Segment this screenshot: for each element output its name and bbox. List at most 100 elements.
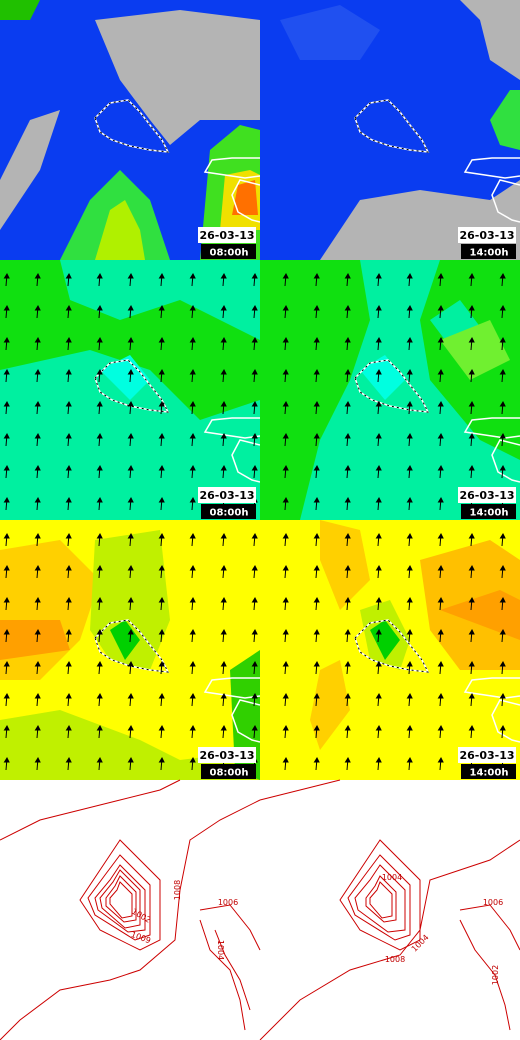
arrow-head bbox=[158, 692, 165, 699]
arrow-head bbox=[437, 596, 444, 603]
arrow-head bbox=[344, 496, 351, 503]
arrow-head bbox=[127, 628, 134, 635]
arrow-head bbox=[220, 400, 227, 407]
arrow-head bbox=[220, 532, 227, 539]
arrow-head bbox=[65, 304, 72, 311]
arrow-head bbox=[375, 756, 382, 763]
arrow-head bbox=[313, 564, 320, 571]
arrow-head bbox=[406, 692, 413, 699]
arrow-head bbox=[344, 400, 351, 407]
arrow-head bbox=[344, 432, 351, 439]
arrow-head bbox=[65, 464, 72, 471]
arrow-head bbox=[96, 756, 103, 763]
arrow-head bbox=[344, 692, 351, 699]
arrow-head bbox=[406, 272, 413, 279]
arrow-head bbox=[499, 304, 506, 311]
arrow-head bbox=[65, 628, 72, 635]
arrow-head bbox=[127, 532, 134, 539]
arrow-head bbox=[34, 660, 41, 667]
arrow-head bbox=[220, 564, 227, 571]
arrow-head bbox=[96, 660, 103, 667]
arrow-head bbox=[189, 724, 196, 731]
time-box bbox=[201, 244, 256, 259]
arrow-head bbox=[158, 336, 165, 343]
arrow-head bbox=[313, 660, 320, 667]
arrow-head bbox=[499, 660, 506, 667]
arrow-head bbox=[65, 660, 72, 667]
arrow-head bbox=[34, 692, 41, 699]
date-box bbox=[458, 747, 516, 763]
arrow-head bbox=[468, 400, 475, 407]
arrow-head bbox=[313, 756, 320, 763]
arrow-head bbox=[127, 304, 134, 311]
arrow-head bbox=[406, 532, 413, 539]
arrow-head bbox=[34, 432, 41, 439]
arrow-head bbox=[96, 368, 103, 375]
arrow-head bbox=[437, 464, 444, 471]
arrow-head bbox=[127, 660, 134, 667]
stamp-date: 26-03-13 bbox=[199, 489, 254, 502]
arrow-head bbox=[158, 304, 165, 311]
arrow-head bbox=[344, 368, 351, 375]
arrow-head bbox=[158, 756, 165, 763]
contour-label: 1004 bbox=[382, 873, 402, 882]
arrow-head bbox=[282, 724, 289, 731]
arrow-head bbox=[251, 596, 258, 603]
arrow-head bbox=[406, 756, 413, 763]
arrow-head bbox=[437, 400, 444, 407]
stamp-date: 26-03-13 bbox=[199, 749, 254, 762]
arrow-head bbox=[3, 464, 10, 471]
arrow-head bbox=[468, 596, 475, 603]
arrow-head bbox=[220, 336, 227, 343]
arrow-head bbox=[406, 724, 413, 731]
arrow-head bbox=[65, 400, 72, 407]
arrow-head bbox=[437, 756, 444, 763]
arrow-head bbox=[499, 628, 506, 635]
arrow-head bbox=[313, 464, 320, 471]
contour-label: 1002 bbox=[491, 965, 500, 985]
panel bbox=[0, 779, 261, 1040]
arrow-head bbox=[375, 660, 382, 667]
contour-label: 1009 bbox=[130, 930, 152, 945]
arrow-head bbox=[251, 336, 258, 343]
arrow-head bbox=[406, 336, 413, 343]
time-box bbox=[461, 244, 516, 259]
arrow-head bbox=[282, 628, 289, 635]
arrow-head bbox=[3, 304, 10, 311]
arrow-head bbox=[220, 628, 227, 635]
arrow-head bbox=[3, 660, 10, 667]
arrow-head bbox=[344, 532, 351, 539]
arrow-head bbox=[468, 368, 475, 375]
arrow-head bbox=[375, 564, 382, 571]
panel bbox=[260, 0, 520, 260]
arrow-head bbox=[158, 496, 165, 503]
arrow-head bbox=[158, 532, 165, 539]
arrow-head bbox=[220, 692, 227, 699]
arrow-head bbox=[220, 724, 227, 731]
arrow-head bbox=[34, 596, 41, 603]
arrow-head bbox=[189, 596, 196, 603]
arrow-head bbox=[375, 432, 382, 439]
arrow-head bbox=[34, 496, 41, 503]
arrow-head bbox=[65, 272, 72, 279]
arrow-head bbox=[96, 304, 103, 311]
arrow-head bbox=[34, 532, 41, 539]
stamp-time: 14:00h bbox=[470, 508, 509, 519]
stamp-date: 26-03-13 bbox=[459, 749, 514, 762]
arrow-head bbox=[3, 564, 10, 571]
arrow-head bbox=[3, 368, 10, 375]
arrow-head bbox=[220, 596, 227, 603]
arrow-head bbox=[406, 368, 413, 375]
date-box bbox=[458, 227, 516, 243]
arrow-head bbox=[127, 724, 134, 731]
arrow-head bbox=[313, 400, 320, 407]
time-stamp: 26-03-13 08:00h bbox=[198, 227, 256, 259]
arrow-head bbox=[189, 628, 196, 635]
arrow-head bbox=[313, 368, 320, 375]
arrow-head bbox=[375, 464, 382, 471]
arrow-head bbox=[375, 336, 382, 343]
arrow-head bbox=[3, 756, 10, 763]
arrow-head bbox=[313, 304, 320, 311]
time-box bbox=[201, 764, 256, 779]
